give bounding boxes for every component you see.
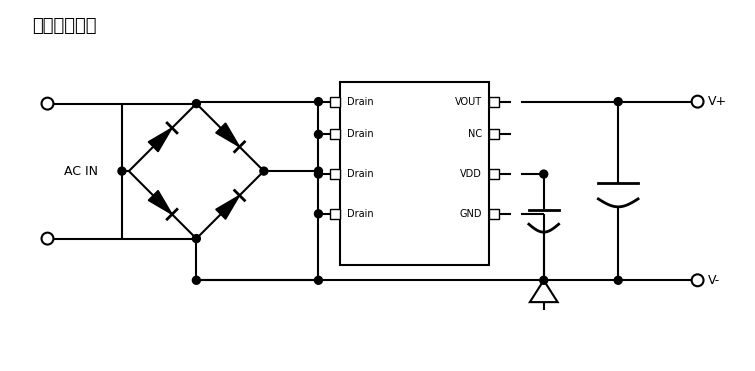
Circle shape [118, 167, 126, 175]
Circle shape [193, 276, 200, 284]
Circle shape [42, 98, 54, 109]
Polygon shape [216, 196, 239, 219]
Bar [331, 169, 341, 179]
Polygon shape [216, 123, 239, 147]
Circle shape [692, 96, 704, 108]
Circle shape [193, 100, 200, 108]
Text: V-: V- [707, 274, 720, 287]
Text: 典型应用电路: 典型应用电路 [32, 17, 97, 35]
Bar [489, 169, 499, 179]
Circle shape [42, 233, 54, 244]
Text: VDD: VDD [461, 169, 482, 179]
Circle shape [615, 98, 622, 106]
Bar [331, 97, 341, 106]
Text: Drain: Drain [347, 96, 374, 106]
Circle shape [540, 170, 547, 178]
Circle shape [315, 276, 322, 284]
Circle shape [315, 131, 322, 138]
Circle shape [315, 210, 322, 218]
Text: V+: V+ [707, 95, 726, 108]
Polygon shape [148, 128, 172, 152]
Bar [341, 82, 489, 265]
Text: NC: NC [468, 129, 482, 139]
Circle shape [260, 167, 268, 175]
Circle shape [615, 276, 622, 284]
Circle shape [692, 274, 704, 286]
Bar [331, 129, 341, 139]
Circle shape [315, 167, 322, 175]
Text: AC IN: AC IN [64, 165, 98, 178]
Text: VOUT: VOUT [455, 96, 482, 106]
Text: GND: GND [460, 209, 482, 219]
Circle shape [315, 98, 322, 106]
Bar [489, 209, 499, 219]
Circle shape [540, 276, 547, 284]
Text: Drain: Drain [347, 129, 374, 139]
Bar [489, 97, 499, 106]
Polygon shape [148, 191, 172, 214]
Polygon shape [530, 280, 558, 302]
Circle shape [193, 234, 200, 243]
Bar [489, 129, 499, 139]
Circle shape [315, 170, 322, 178]
Bar [331, 209, 341, 219]
Text: Drain: Drain [347, 209, 374, 219]
Text: Drain: Drain [347, 169, 374, 179]
